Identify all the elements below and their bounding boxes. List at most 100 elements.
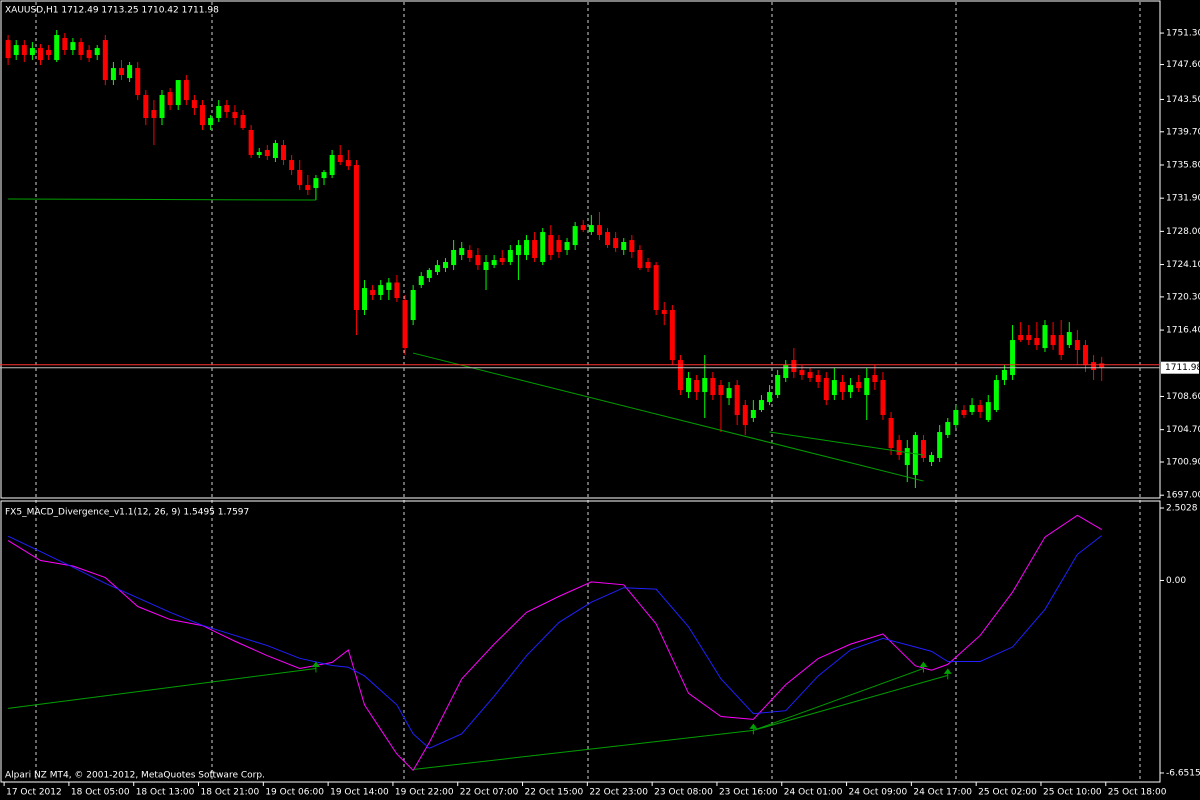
candle-body (588, 225, 594, 233)
candle-body (240, 115, 246, 129)
candle-body (920, 440, 926, 458)
candle-body (272, 143, 278, 158)
candle-body (977, 405, 983, 413)
candle-body (151, 110, 157, 118)
candle-body (143, 95, 149, 118)
candle-body (321, 172, 327, 179)
y-tick-label: 1716.40 (1166, 326, 1200, 336)
candle-body (54, 35, 60, 61)
x-tick-label: 25 Oct 18:00 (1108, 788, 1167, 798)
candle-body (596, 225, 602, 236)
candle-body (532, 240, 538, 258)
candle-body (783, 365, 789, 378)
candle-body (888, 418, 894, 449)
x-tick-label: 24 Oct 09:00 (849, 788, 908, 798)
y-tick-label: 1728.00 (1166, 227, 1200, 237)
candle-body (726, 388, 732, 399)
candle-body (345, 160, 351, 167)
candle-body (183, 80, 189, 101)
y-tick-label: 2.5028 (1166, 504, 1198, 514)
candle-body (281, 145, 287, 161)
candle-body (856, 382, 862, 389)
candle-body (29, 48, 35, 56)
candle-body (758, 400, 764, 410)
divergence-line (8, 198, 316, 201)
y-tick-label: 1747.60 (1166, 60, 1200, 70)
candle-body (848, 385, 854, 393)
x-tick-label: 22 Oct 15:00 (525, 788, 584, 798)
candle-body (710, 378, 716, 396)
candle-body (434, 265, 440, 273)
candle-body (961, 410, 967, 416)
y-tick-label: 1735.80 (1166, 160, 1200, 170)
candle-body (629, 240, 635, 253)
x-tick-label: 25 Oct 10:00 (1043, 788, 1102, 798)
candle-body (305, 185, 311, 190)
x-tick-label: 17 Oct 2012 (6, 788, 62, 798)
candle-body (572, 226, 578, 246)
macd-frame (0, 500, 1161, 783)
candle-body (507, 250, 513, 262)
candle-body (491, 260, 497, 266)
candle-body (718, 385, 724, 396)
y-tick-label: -6.6515 (1166, 768, 1200, 778)
candle-body (1001, 370, 1007, 381)
candle-body (248, 130, 254, 156)
candle-body (1099, 363, 1105, 368)
y-tick-label: 0.00 (1166, 576, 1186, 586)
y-tick-label: 1731.90 (1166, 194, 1200, 204)
copyright: Alpari NZ MT4, © 2001-2012, MetaQuotes S… (5, 771, 265, 781)
candle-body (46, 50, 52, 56)
price-label: 1711.98 (1165, 363, 1200, 373)
candle-body (410, 290, 416, 321)
x-tick-label: 23 Oct 08:00 (654, 788, 713, 798)
candle-body (750, 410, 756, 418)
candle-body (378, 285, 384, 296)
divergence-line (8, 667, 316, 709)
y-tick-label: 1720.30 (1166, 292, 1200, 302)
candle-body (370, 290, 376, 296)
candle-body (621, 242, 627, 250)
candle-body (1058, 335, 1064, 356)
candle-body (702, 378, 708, 393)
candle-body (1091, 362, 1097, 370)
candle-body (1034, 338, 1040, 346)
candle-body (969, 405, 975, 413)
candle-body (742, 405, 748, 426)
x-tick-label: 24 Oct 17:00 (913, 788, 972, 798)
price-frame (0, 0, 1161, 499)
candle-body (459, 248, 465, 256)
candle-body (418, 276, 424, 286)
candle-body (297, 170, 303, 186)
candle-body (605, 232, 611, 246)
candle-body (362, 288, 368, 310)
candle-body (289, 160, 295, 170)
candle-body (653, 265, 659, 310)
candle-body (191, 100, 197, 109)
candle-body (5, 40, 11, 59)
y-tick-label: 1700.90 (1166, 458, 1200, 468)
candle-body (119, 68, 125, 76)
price-label-box (1161, 361, 1199, 374)
candle-body (686, 378, 692, 393)
divergence-line (753, 674, 948, 731)
period-separators (35, 2, 1141, 782)
x-tick-label: 23 Oct 16:00 (719, 788, 778, 798)
candle-body (839, 382, 845, 393)
candle-body (159, 95, 165, 118)
candle-body (580, 225, 586, 230)
candle-body (524, 240, 530, 256)
candle-body (38, 48, 44, 61)
candle-body (799, 370, 805, 376)
candle-body (232, 112, 238, 118)
candle-body (386, 282, 392, 290)
candle-body (208, 118, 214, 126)
y-tick-label: 1724.10 (1166, 260, 1200, 270)
candle-body (1010, 340, 1016, 376)
x-tick-label: 25 Oct 02:00 (978, 788, 1037, 798)
candle-body (256, 152, 262, 156)
candle-body (896, 440, 902, 456)
candle-body (483, 262, 489, 270)
price-title: XAUUSD,H1 1712.49 1713.25 1710.42 1711.9… (5, 6, 219, 16)
